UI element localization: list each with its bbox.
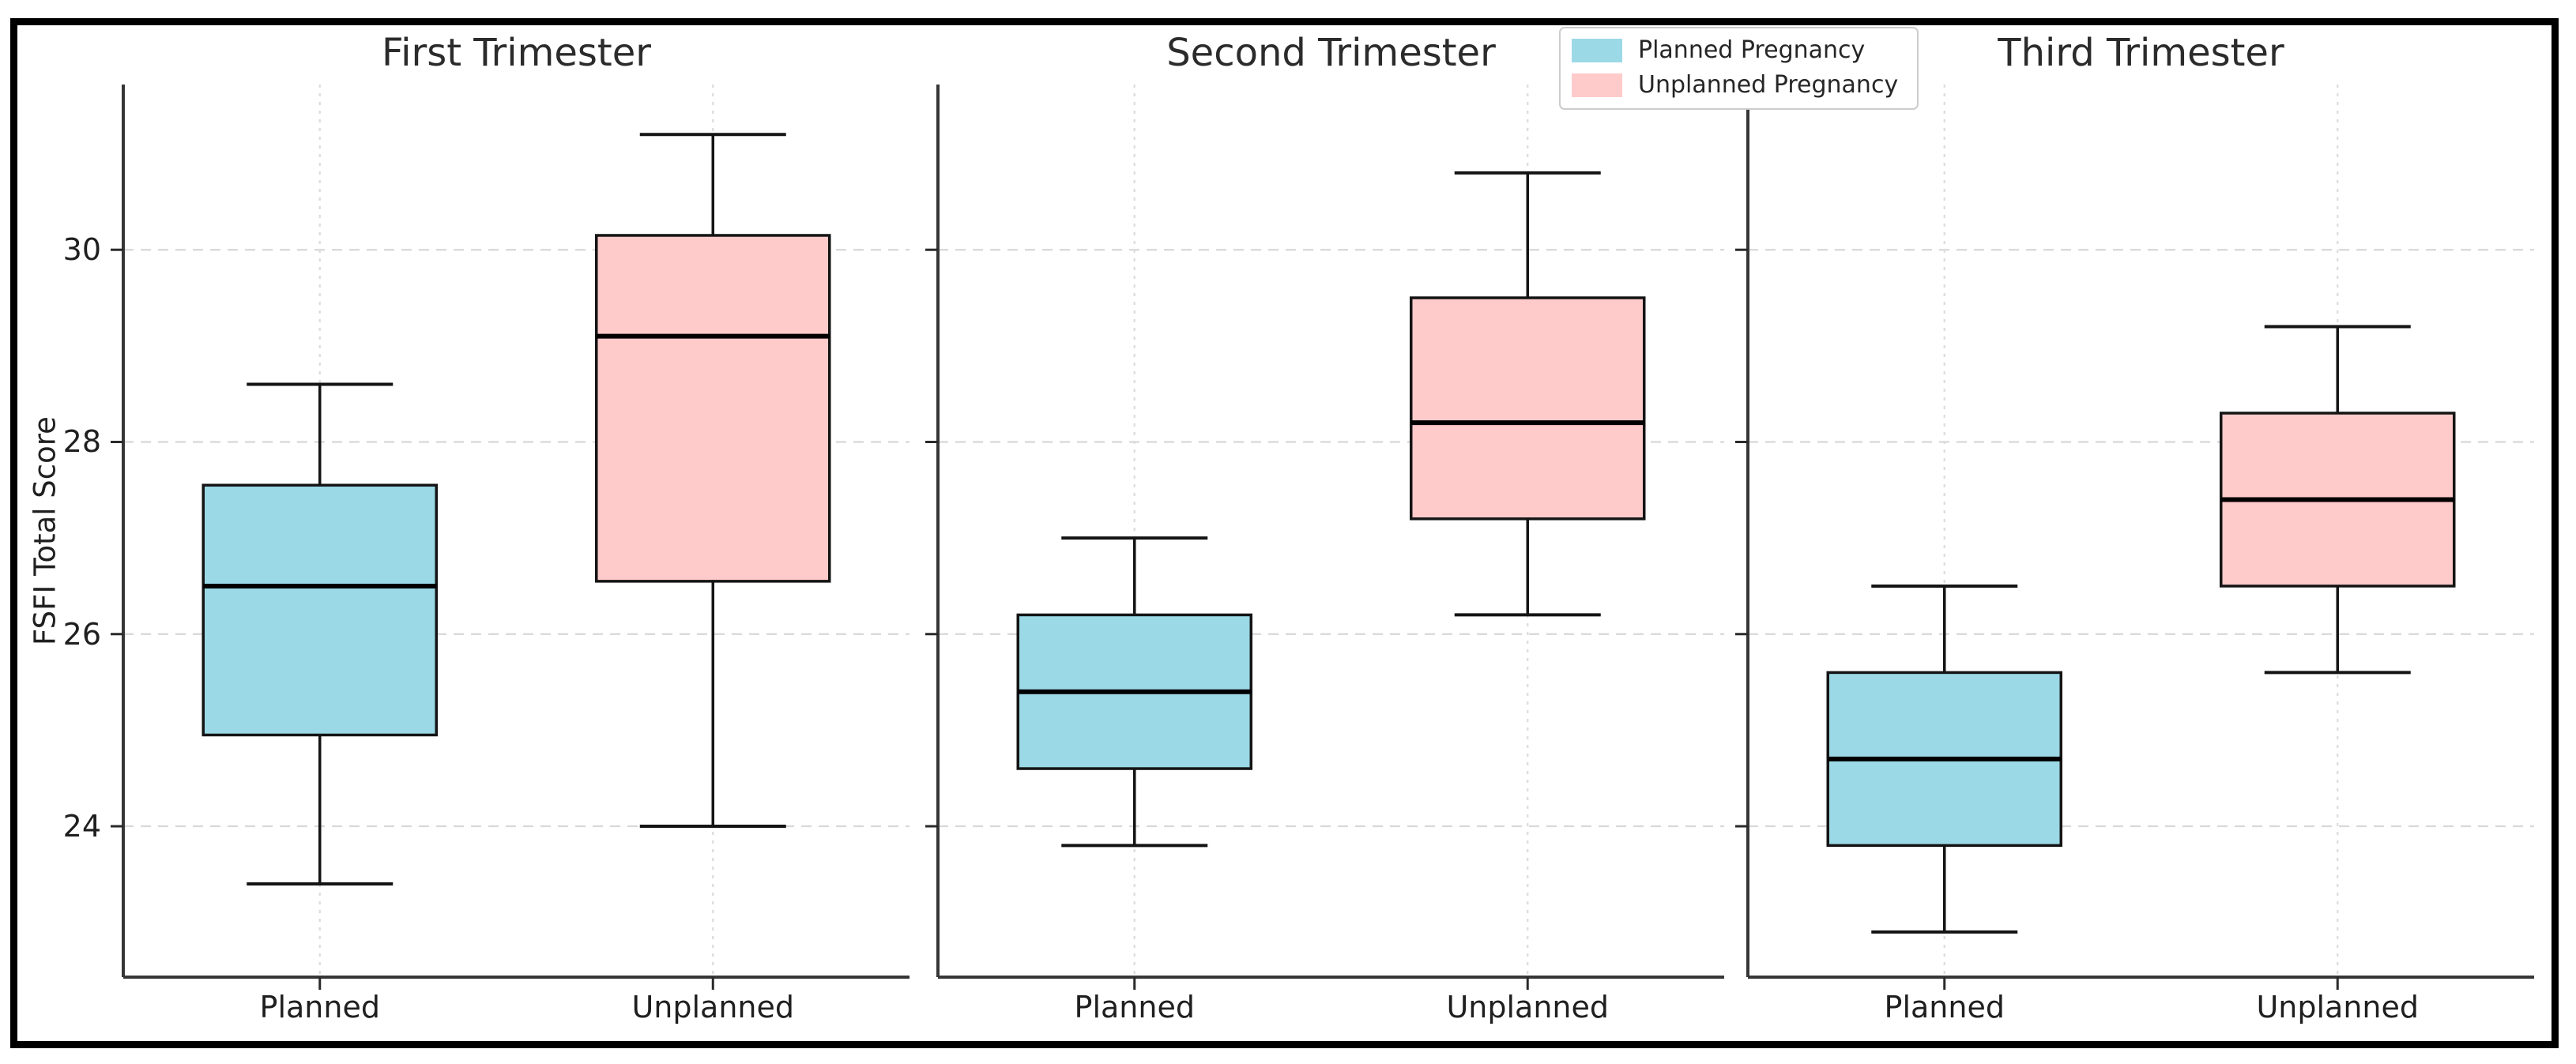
legend-label-unplanned: Unplanned Pregnancy [1638, 71, 1899, 99]
legend-item-planned: Planned Pregnancy [1572, 36, 1898, 64]
legend-swatch-unplanned-icon [1572, 73, 1622, 97]
legend-item-unplanned: Unplanned Pregnancy [1572, 71, 1898, 99]
y-tick-label: 26 [62, 616, 101, 652]
y-tick-label: 24 [62, 809, 101, 844]
x-tick-label: Planned [1074, 990, 1195, 1025]
box-planned [201, 483, 438, 737]
legend-swatch-planned-icon [1572, 38, 1622, 62]
x-tick-label: Unplanned [631, 990, 795, 1025]
panel-title-first-trimester: First Trimester [382, 31, 651, 75]
panel-title-third-trimester: Third Trimester [1998, 31, 2284, 75]
box-unplanned [595, 234, 831, 583]
y-tick-label: 28 [62, 424, 101, 460]
box-unplanned [1410, 296, 1646, 521]
legend: Planned Pregnancy Unplanned Pregnancy [1559, 27, 1919, 110]
panel-title-second-trimester: Second Trimester [1166, 31, 1496, 75]
legend-label-planned: Planned Pregnancy [1638, 36, 1866, 64]
y-tick-label: 30 [62, 232, 101, 268]
x-tick-label: Planned [1884, 990, 2005, 1025]
x-tick-label: Unplanned [1446, 990, 1610, 1025]
x-tick-label: Unplanned [2256, 990, 2420, 1025]
x-tick-label: Planned [259, 990, 380, 1025]
